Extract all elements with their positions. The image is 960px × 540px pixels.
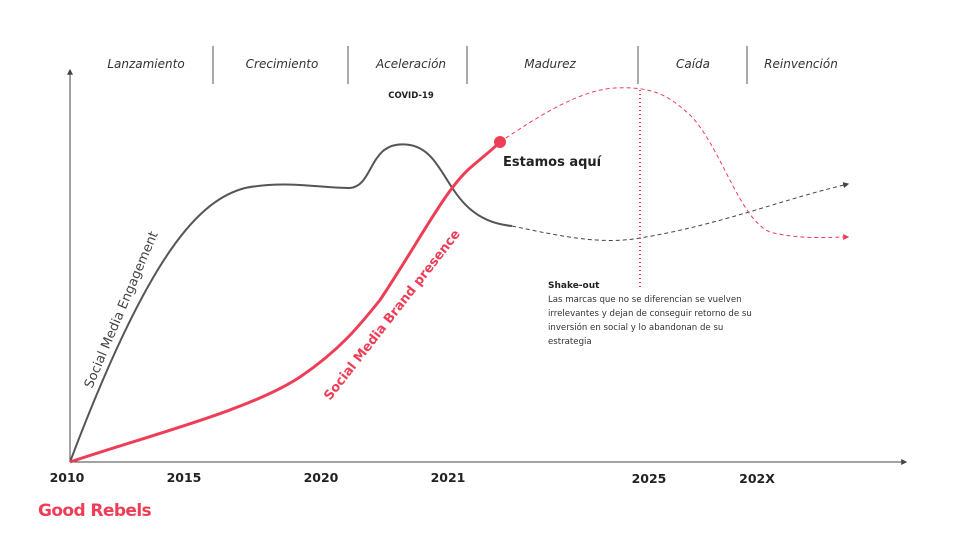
shakeout-title: Shake-out xyxy=(548,281,600,291)
phase-label-reinvencion: Reinvención xyxy=(764,57,838,71)
x-tick-label-202x: 202X xyxy=(739,471,775,486)
x-tick-label-2020: 2020 xyxy=(304,470,339,485)
phase-label-lanzamiento: Lanzamiento xyxy=(107,57,184,71)
x-tick-label-2021: 2021 xyxy=(431,470,466,485)
shakeout-line: estrategia xyxy=(548,337,592,347)
phase-label-crecimiento: Crecimiento xyxy=(246,57,319,71)
phase-label-madurez: Madurez xyxy=(524,57,576,71)
engagement-series-label: Social Media Engagement xyxy=(82,229,162,390)
good-rebels-logo: Good Rebels xyxy=(38,501,152,521)
x-tick-label-2025: 2025 xyxy=(632,471,667,486)
phase-label-aceleracion: Aceleración xyxy=(375,57,446,71)
engagement-line xyxy=(69,143,513,463)
engagement-projection xyxy=(511,182,850,241)
current-position-marker xyxy=(494,136,506,148)
shakeout-line: inversión en social y lo abandonan de su xyxy=(548,322,723,333)
brand-presence-line xyxy=(69,140,502,464)
covid-annotation: COVID-19 xyxy=(388,91,434,101)
estamos-aqui-label: Estamos aquí xyxy=(503,155,603,170)
x-tick-label-2015: 2015 xyxy=(167,470,202,485)
brand-presence-series-label: Social Media Brand presence xyxy=(321,227,463,403)
phase-label-caida: Caída xyxy=(676,57,710,71)
x-tick-label-2010: 2010 xyxy=(50,470,85,485)
shakeout-line: Las marcas que no se diferencian se vuel… xyxy=(548,295,742,305)
shakeout-line: irrelevantes y dejan de conseguir retorn… xyxy=(548,309,752,319)
brand-presence-projection xyxy=(499,87,850,241)
